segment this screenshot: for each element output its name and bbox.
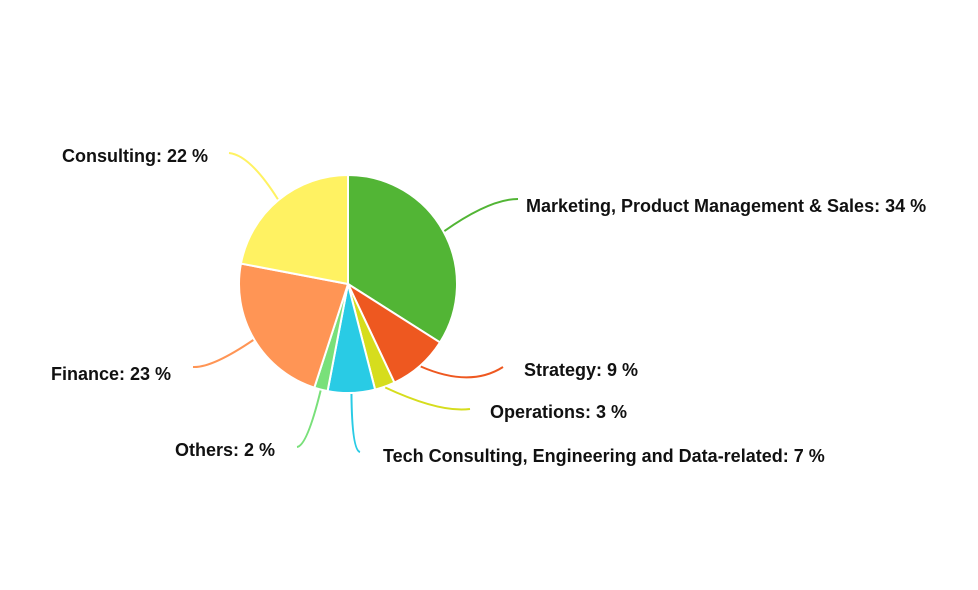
slices-layer	[238, 173, 458, 394]
leader-line-finance	[192, 339, 254, 369]
slice-label-consulting: Consulting: 22 %	[62, 146, 208, 166]
slice-label-strategy: Strategy: 9 %	[524, 360, 638, 380]
leader-line-others	[296, 390, 322, 448]
slice-label-finance: Finance: 23 %	[51, 364, 171, 384]
labels-layer: Marketing, Product Management & Sales: 3…	[51, 146, 926, 466]
slice-label-operations: Operations: 3 %	[490, 402, 627, 422]
leader-line-tech-consulting	[350, 393, 361, 453]
slice-label-tech-consulting: Tech Consulting, Engineering and Data-re…	[383, 446, 825, 466]
pie-slice-finance	[238, 262, 350, 389]
leader-line-marketing	[443, 198, 519, 232]
leader-lines-layer	[192, 152, 519, 453]
leader-line-consulting	[228, 152, 279, 200]
pie-slice-consulting	[239, 173, 349, 286]
leader-line-strategy	[420, 365, 504, 379]
leader-line-operations	[384, 386, 471, 411]
slice-label-marketing: Marketing, Product Management & Sales: 3…	[526, 196, 926, 216]
slice-label-others: Others: 2 %	[175, 440, 275, 460]
